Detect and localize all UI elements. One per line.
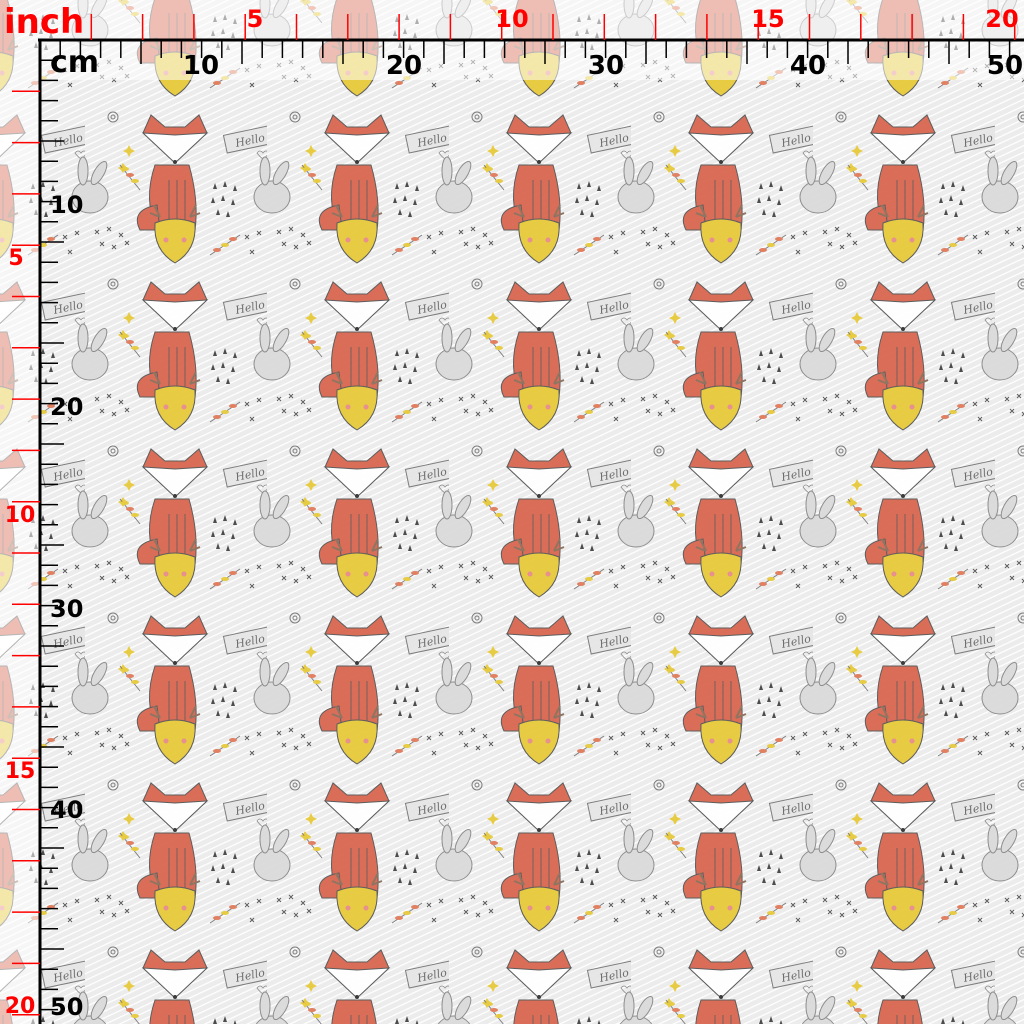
top-cm-label: 40 (790, 51, 826, 81)
cm-unit-label: cm (50, 45, 99, 80)
left-cm-label: 50 (50, 993, 83, 1021)
left-cm-label: 40 (50, 796, 83, 824)
left-inch-label: 20 (5, 994, 36, 1019)
left-inch-label: 10 (5, 503, 36, 528)
top-cm-label: 10 (183, 51, 219, 81)
top-inch-label: 15 (751, 5, 784, 33)
top-cm-label: 20 (386, 51, 422, 81)
top-inch-label: 20 (985, 5, 1018, 33)
inch-unit-label: inch (4, 2, 84, 42)
left-cm-label: 20 (50, 393, 83, 421)
top-inch-label: 5 (247, 5, 264, 33)
top-inch-label: 10 (495, 5, 528, 33)
left-inch-label: 15 (5, 759, 36, 784)
top-cm-label: 50 (987, 51, 1023, 81)
left-inch-label: 5 (8, 246, 23, 271)
left-cm-label: 30 (50, 595, 83, 623)
top-cm-label: 30 (588, 51, 624, 81)
left-cm-label: 10 (50, 191, 83, 219)
